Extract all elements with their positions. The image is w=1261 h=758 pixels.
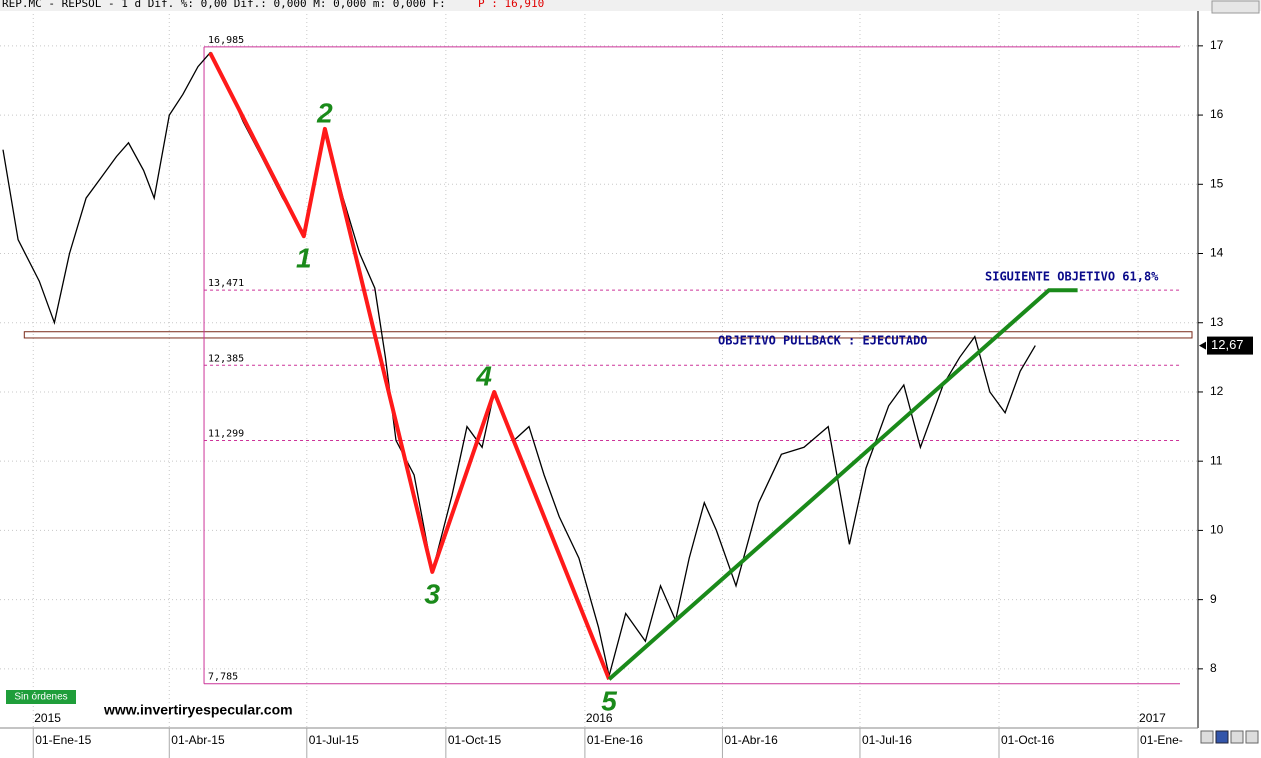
x-tick-label: 01-Jul-16	[862, 733, 912, 747]
x-tick-label: 01-Oct-16	[1001, 733, 1055, 747]
y-tick-label: 11	[1210, 453, 1223, 467]
y-tick-label: 13	[1210, 315, 1224, 329]
year-label: 2016	[586, 711, 613, 725]
x-tick-label: 01-Oct-15	[448, 733, 502, 747]
x-tick-label: 01-Abr-15	[171, 733, 225, 747]
y-tick-label: 9	[1210, 592, 1217, 606]
scroll-box[interactable]	[1211, 0, 1260, 14]
last-price-marker	[1199, 341, 1206, 350]
y-tick-label: 10	[1210, 523, 1224, 537]
last-price-box	[1207, 336, 1253, 355]
y-tick-label: 14	[1210, 246, 1224, 260]
y-tick-label: 8	[1210, 661, 1217, 675]
title-price: P : 16,910	[478, 0, 544, 10]
fib-label: 7,785	[208, 672, 238, 683]
x-tick-label: 01-Jul-15	[309, 733, 359, 747]
year-label: 2015	[34, 711, 61, 725]
wave-label: 2	[316, 97, 333, 128]
wave-label: 1	[296, 243, 312, 274]
y-tick-label: 17	[1210, 38, 1224, 52]
status-box	[6, 690, 76, 704]
wave-label: 4	[475, 360, 492, 391]
annotation: SIGUIENTE OBJETIVO 61,8%	[985, 270, 1159, 284]
chart-title: REP.MC - REPSOL - 1 d Dif. %: 0,00 Dif.:…	[2, 0, 446, 10]
y-tick-label: 12	[1210, 384, 1224, 398]
trend-line	[607, 288, 1078, 681]
watermark: www.invertiryespecular.com	[103, 702, 293, 718]
resistance-band	[23, 331, 1193, 339]
annotation: OBJETIVO PULLBACK : EJECUTADO	[718, 334, 928, 348]
x-tick-label: 01-Abr-16	[724, 733, 778, 747]
x-tick-label: 01-Ene-16	[587, 733, 643, 747]
y-tick-label: 15	[1210, 176, 1224, 190]
header-bar	[0, 0, 1261, 11]
x-tick-label: 01-Ene-	[1140, 733, 1183, 747]
settings-button[interactable]	[1245, 730, 1259, 744]
fib-label: 13,471	[208, 278, 244, 289]
wave-label: 3	[424, 578, 440, 609]
y-tick-label: 16	[1210, 107, 1224, 121]
wave-label: 5	[601, 686, 617, 717]
status-text: Sin órdenes	[14, 692, 67, 703]
last-price-label: 12,67	[1211, 337, 1244, 352]
wave-line	[208, 51, 611, 680]
toolbar-button[interactable]	[1200, 730, 1214, 744]
print-button[interactable]	[1230, 730, 1244, 744]
fib-label: 16,985	[208, 35, 244, 46]
save-button[interactable]	[1215, 730, 1229, 744]
x-tick-label: 01-Ene-15	[35, 733, 91, 747]
fib-label: 12,385	[208, 353, 244, 364]
year-label: 2017	[1139, 711, 1166, 725]
fib-label: 11,299	[208, 428, 244, 439]
